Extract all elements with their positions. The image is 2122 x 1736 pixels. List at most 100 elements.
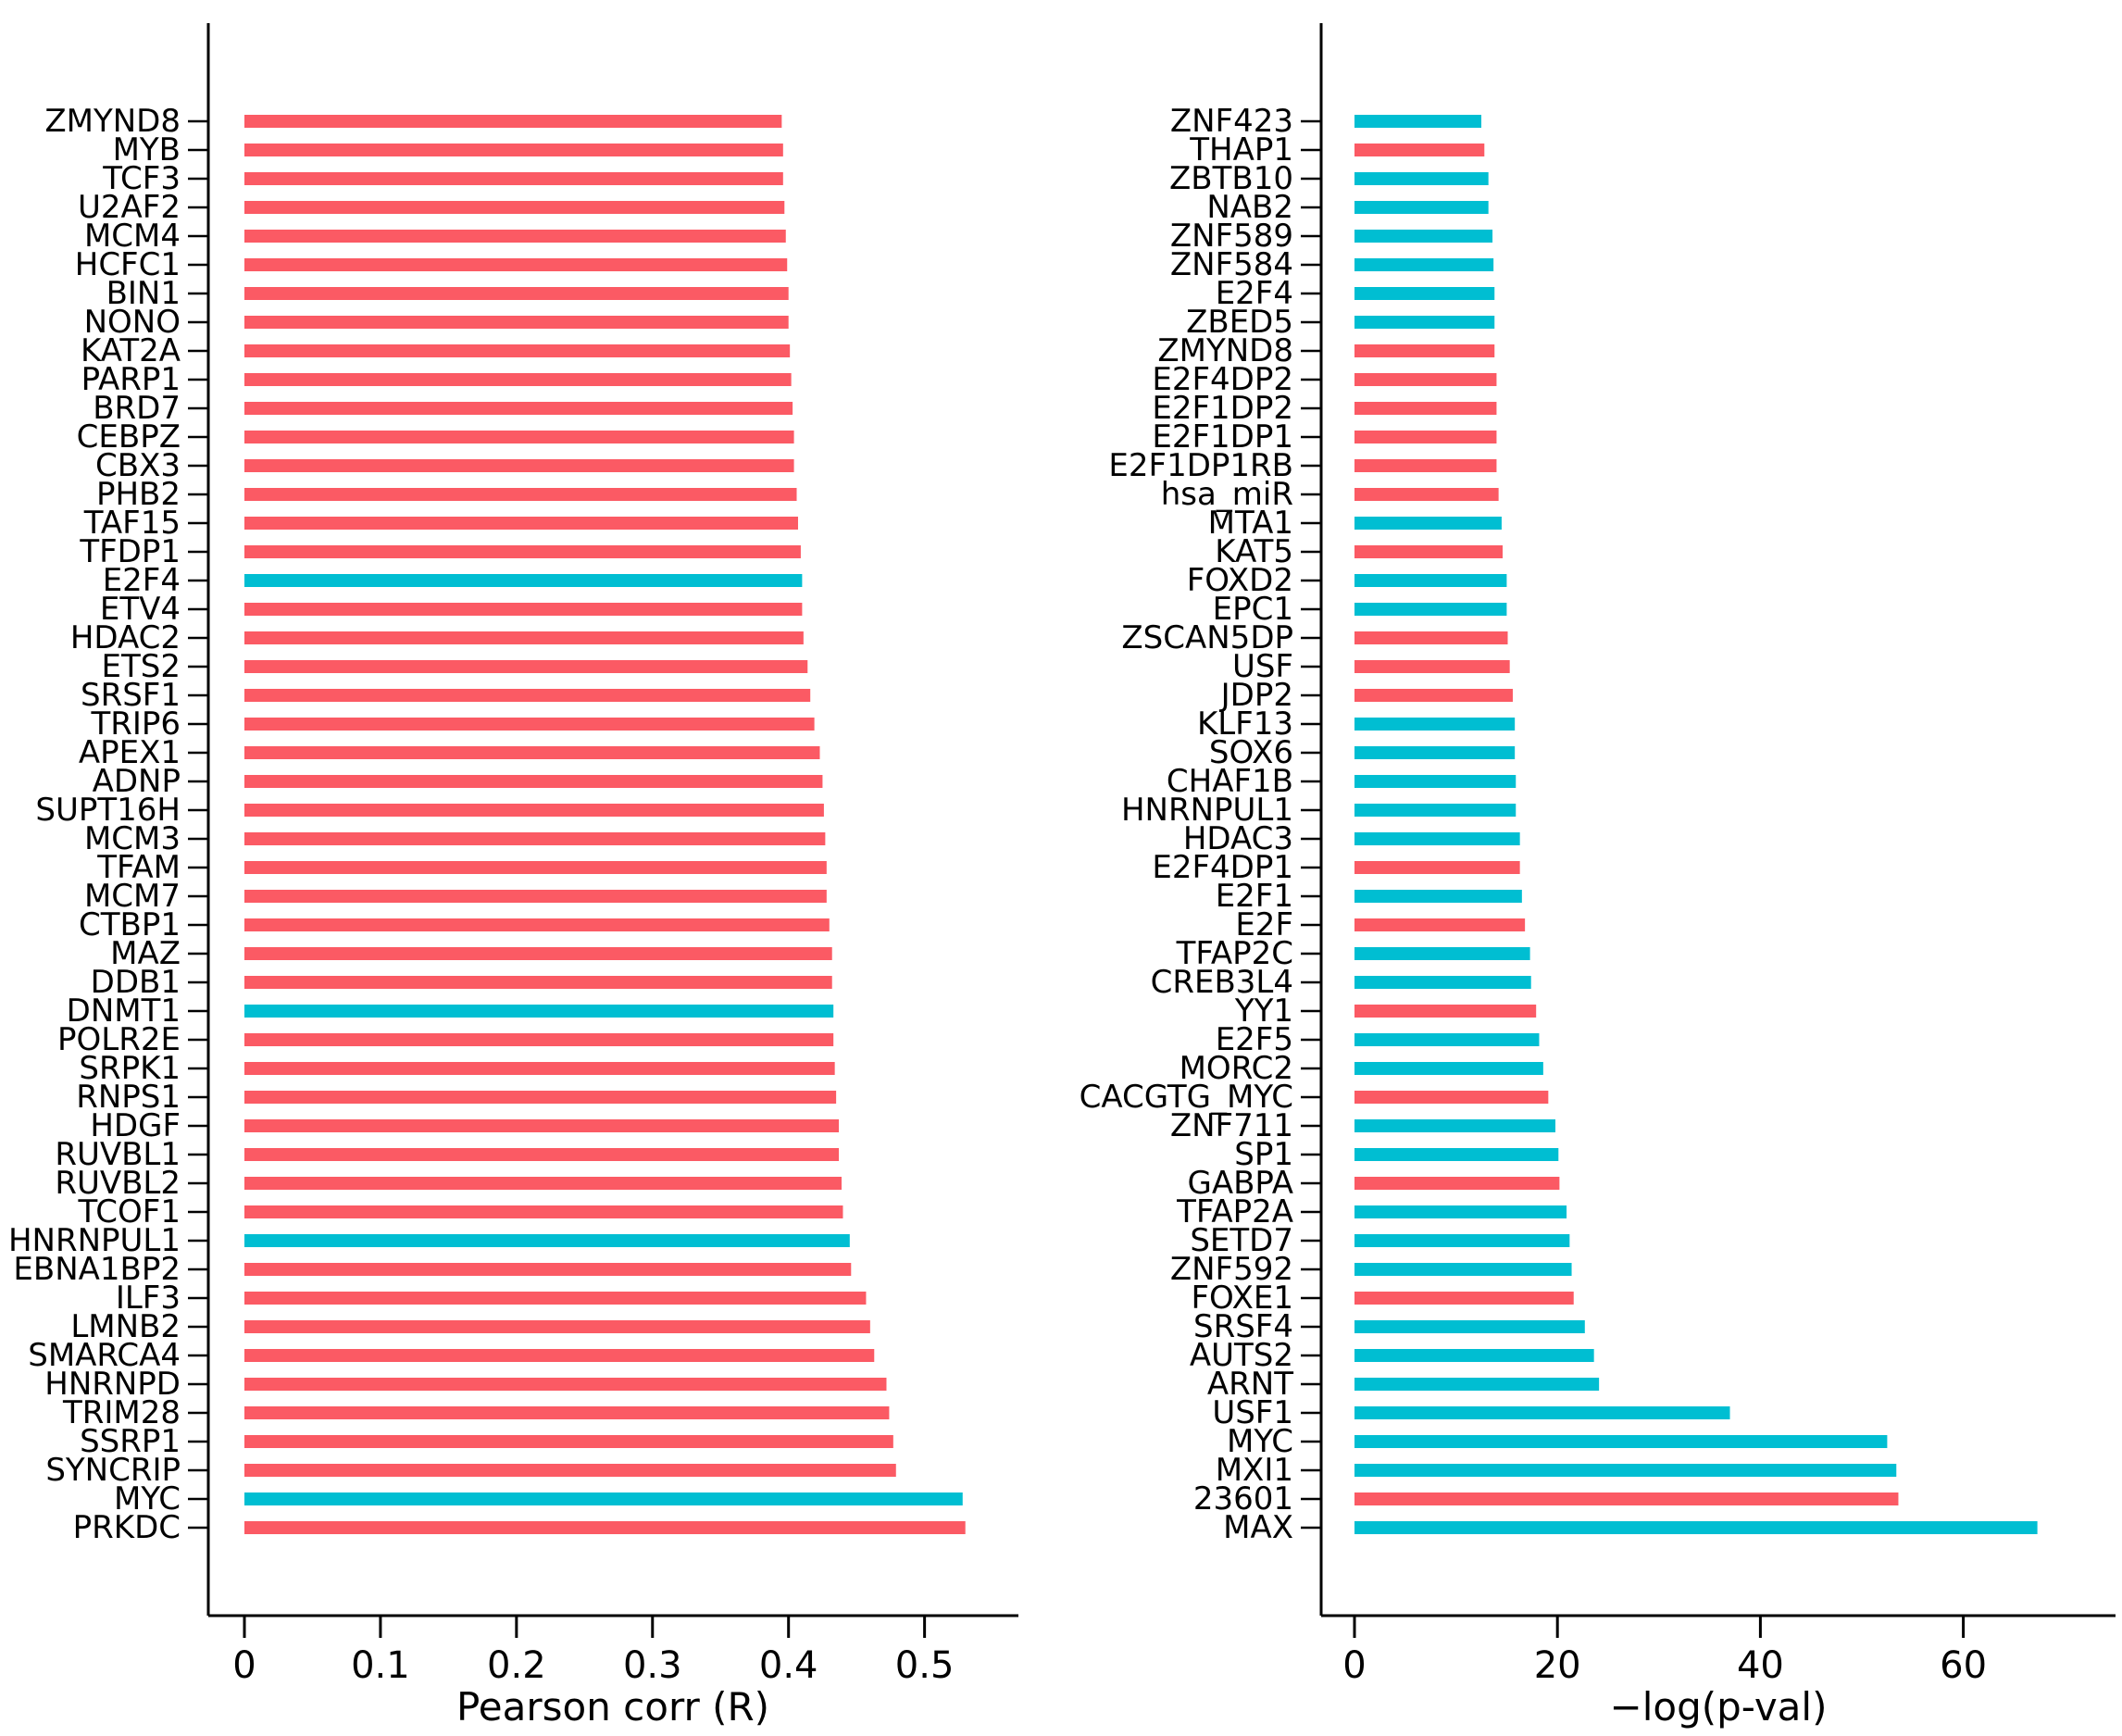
row-label: E2F [1235,906,1293,943]
row-label: CBX3 [95,447,181,484]
row-label: FOXD2 [1187,562,1293,599]
bar [1354,775,1517,788]
bar [1354,1005,1537,1018]
bar [1354,976,1531,989]
bar [1354,947,1530,960]
row-label: SOX6 [1209,734,1293,771]
row-label: ETS2 [102,648,181,685]
bar [244,718,815,731]
bar [1354,660,1510,673]
x-tick-label: 0.1 [351,1644,410,1687]
row-label: E2F5 [1216,1021,1293,1058]
row-label: SP1 [1234,1136,1293,1173]
row-label: TRIP6 [90,706,181,743]
bar [244,1234,850,1247]
bar [1354,918,1526,931]
bar [1354,1234,1570,1247]
row-label: MAX [1223,1509,1293,1546]
bar [244,1292,867,1305]
bar [244,1320,870,1333]
row-label: PHB2 [96,476,181,513]
bar [244,1492,963,1505]
x-tick-label: 0 [232,1644,256,1687]
bar [1354,287,1495,300]
bar [1354,1349,1594,1362]
row-label: E2F1DP2 [1152,390,1293,427]
bar [1354,1492,1899,1505]
bar [244,459,794,472]
bar [244,746,820,759]
bar [244,890,827,903]
bar [1354,316,1495,329]
bar [1354,545,1504,558]
row-label: RUVBL1 [55,1136,181,1173]
row-label: MORC2 [1180,1050,1293,1087]
bar [1354,431,1497,443]
row-label: E2F1DP1 [1152,418,1293,456]
bar [244,1521,966,1534]
bar [244,545,801,558]
bar [244,1205,843,1218]
row-label: ZSCAN5DP [1121,619,1293,656]
row-label: SRSF4 [1193,1308,1293,1345]
bar [1354,115,1481,128]
row-label: NAB2 [1206,189,1293,226]
bar [1354,1033,1540,1046]
bar [244,832,826,845]
bar [1354,1406,1730,1419]
x-tick-label: 0.4 [759,1644,818,1687]
bar [244,115,782,128]
bar [1354,861,1520,874]
bar [1354,746,1516,759]
bar [1354,172,1489,185]
bar [244,631,804,644]
bar [244,1091,837,1104]
bar [244,144,783,156]
row-label: YY1 [1234,993,1293,1030]
bar [244,258,788,271]
bar [244,1005,834,1018]
row-label: ZNF584 [1170,246,1293,283]
bar [244,804,824,817]
row-label: DNMT1 [67,993,181,1030]
row-label: SMARCA4 [28,1337,181,1374]
row-label: GABPA [1187,1165,1293,1202]
row-label: NONO [84,304,181,341]
bar [244,1378,887,1391]
row-label: E2F1 [1216,878,1293,915]
bar [244,1033,834,1046]
row-label: PRKDC [73,1509,181,1546]
x-tick-label: 0 [1342,1644,1366,1687]
bar [244,344,791,357]
x-tick-label: 0.5 [895,1644,955,1687]
bar [244,316,789,329]
row-label: hsa_miR [1161,476,1293,513]
row-label: U2AF2 [78,189,181,226]
row-label: HDGF [90,1107,181,1144]
bar [244,287,789,300]
bar [1354,832,1520,845]
bar [244,201,785,214]
row-label: SRPK1 [79,1050,181,1087]
x-axis-title-pearson: Pearson corr (R) [456,1684,769,1730]
row-label: CACGTG_MYC [1080,1079,1293,1116]
row-label: EBNA1BP2 [13,1251,181,1288]
row-label: MYC [1227,1423,1293,1460]
x-tick-label: 40 [1737,1644,1784,1687]
pearson-corr-chart: 0 0.1 0.2 0.3 0.4 0.5 ZMYND8MYBTCF3U2AF2MCM4HC… [8,23,1018,1687]
row-label: SYNCRIP [45,1452,181,1489]
row-label: ZBED5 [1186,304,1293,341]
x-tick-label: 20 [1534,1644,1581,1687]
bar [1354,373,1497,386]
row-label: ILF3 [116,1280,181,1317]
bar [1354,1177,1560,1190]
bar [1354,258,1494,271]
bar [244,574,803,587]
bar [244,976,832,989]
bar [244,1435,893,1448]
row-label: HDAC3 [1183,820,1293,857]
bar [1354,459,1497,472]
bar [244,689,811,702]
row-label: TFDP1 [79,533,181,570]
row-label: MYC [114,1480,181,1517]
